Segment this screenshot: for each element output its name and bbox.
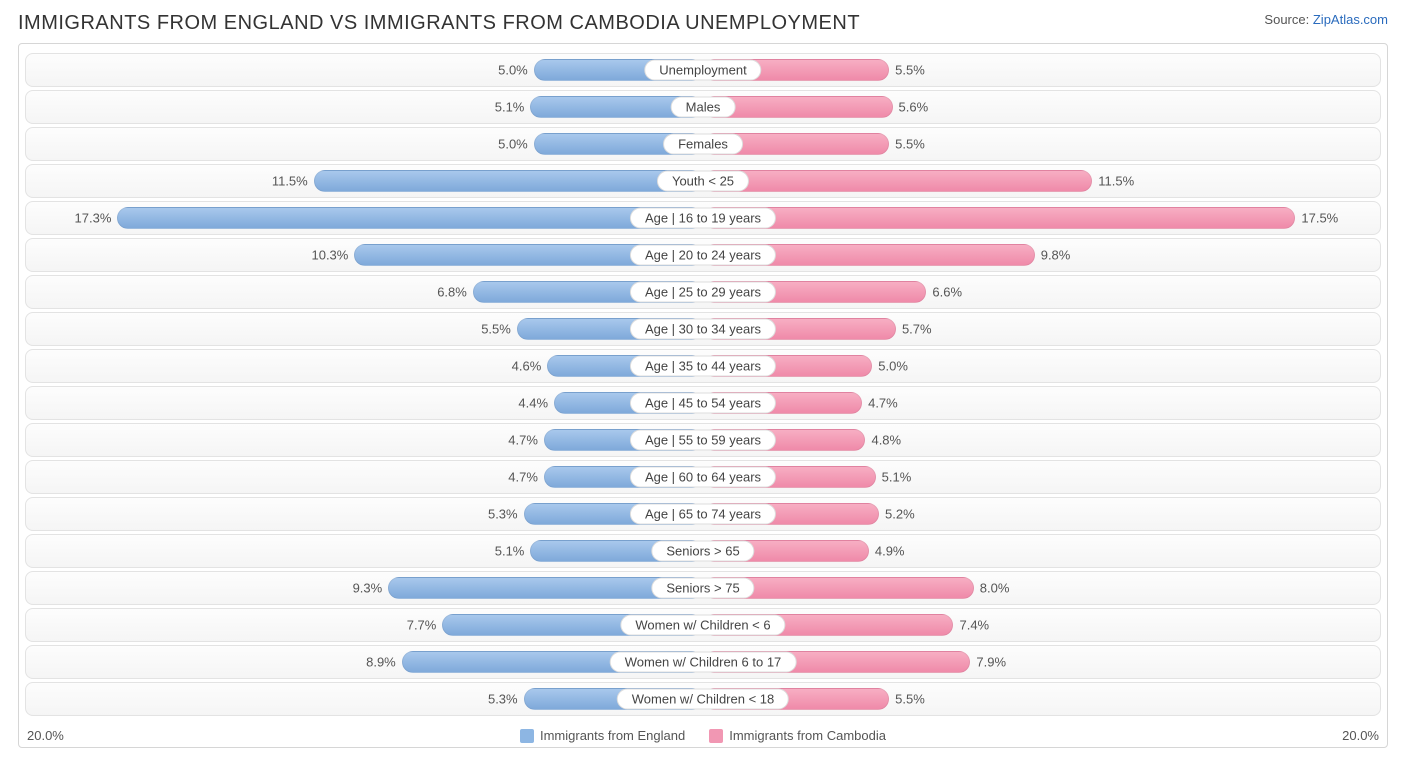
- value-left: 9.3%: [353, 581, 383, 596]
- chart-row: 5.3% 5.2% Age | 65 to 74 years: [25, 497, 1381, 531]
- category-label: Youth < 25: [657, 171, 749, 192]
- value-right: 4.9%: [875, 544, 905, 559]
- chart-row: 4.7% 5.1% Age | 60 to 64 years: [25, 460, 1381, 494]
- source: Source: ZipAtlas.com: [1264, 12, 1388, 27]
- legend-item-left: Immigrants from England: [520, 728, 685, 743]
- value-right: 7.4%: [959, 618, 989, 633]
- value-left: 4.7%: [508, 433, 538, 448]
- chart-row: 5.5% 5.7% Age | 30 to 34 years: [25, 312, 1381, 346]
- category-label: Age | 35 to 44 years: [630, 356, 776, 377]
- category-label: Males: [671, 97, 736, 118]
- value-right: 5.0%: [878, 359, 908, 374]
- category-label: Women w/ Children 6 to 17: [610, 652, 797, 673]
- source-link[interactable]: ZipAtlas.com: [1313, 12, 1388, 27]
- value-right: 5.1%: [882, 470, 912, 485]
- chart-row: 5.1% 4.9% Seniors > 65: [25, 534, 1381, 568]
- chart-row: 7.7% 7.4% Women w/ Children < 6: [25, 608, 1381, 642]
- chart-row: 10.3% 9.8% Age | 20 to 24 years: [25, 238, 1381, 272]
- value-left: 8.9%: [366, 655, 396, 670]
- chart-rows: 5.0% 5.5% Unemployment 5.1% 5.6% Males 5.0% 5.5…: [25, 53, 1381, 716]
- value-right: 6.6%: [932, 285, 962, 300]
- category-label: Age | 55 to 59 years: [630, 430, 776, 451]
- chart-row: 11.5% 11.5% Youth < 25: [25, 164, 1381, 198]
- category-label: Seniors > 75: [651, 578, 754, 599]
- value-left: 6.8%: [437, 285, 467, 300]
- value-left: 17.3%: [75, 211, 112, 226]
- chart-row: 5.1% 5.6% Males: [25, 90, 1381, 124]
- chart-row: 5.0% 5.5% Females: [25, 127, 1381, 161]
- chart-row: 8.9% 7.9% Women w/ Children 6 to 17: [25, 645, 1381, 679]
- value-right: 4.8%: [871, 433, 901, 448]
- category-label: Age | 16 to 19 years: [630, 208, 776, 229]
- value-left: 5.1%: [495, 100, 525, 115]
- chart-row: 9.3% 8.0% Seniors > 75: [25, 571, 1381, 605]
- source-label: Source:: [1264, 12, 1309, 27]
- value-left: 5.3%: [488, 507, 518, 522]
- chart-row: 4.4% 4.7% Age | 45 to 54 years: [25, 386, 1381, 420]
- chart-row: 5.3% 5.5% Women w/ Children < 18: [25, 682, 1381, 716]
- value-left: 5.5%: [481, 322, 511, 337]
- legend-label-right: Immigrants from Cambodia: [729, 728, 886, 743]
- value-right: 4.7%: [868, 396, 898, 411]
- category-label: Women w/ Children < 18: [617, 689, 789, 710]
- value-right: 17.5%: [1301, 211, 1338, 226]
- value-right: 8.0%: [980, 581, 1010, 596]
- legend-label-left: Immigrants from England: [540, 728, 685, 743]
- value-left: 5.1%: [495, 544, 525, 559]
- legend: Immigrants from England Immigrants from …: [19, 728, 1387, 743]
- category-label: Females: [663, 134, 743, 155]
- value-right: 5.6%: [899, 100, 929, 115]
- value-right: 11.5%: [1098, 174, 1134, 189]
- value-left: 4.6%: [512, 359, 542, 374]
- value-right: 5.5%: [895, 137, 925, 152]
- chart-row: 4.6% 5.0% Age | 35 to 44 years: [25, 349, 1381, 383]
- category-label: Age | 30 to 34 years: [630, 319, 776, 340]
- bar-right: [703, 207, 1295, 229]
- value-left: 11.5%: [272, 174, 308, 189]
- value-left: 4.7%: [508, 470, 538, 485]
- category-label: Unemployment: [644, 60, 761, 81]
- value-right: 7.9%: [976, 655, 1006, 670]
- chart-row: 5.0% 5.5% Unemployment: [25, 53, 1381, 87]
- bar-left: [314, 170, 703, 192]
- diverging-bar-chart: 5.0% 5.5% Unemployment 5.1% 5.6% Males 5.0% 5.5…: [18, 43, 1388, 748]
- value-left: 10.3%: [311, 248, 348, 263]
- value-right: 5.2%: [885, 507, 915, 522]
- swatch-right: [709, 729, 723, 743]
- category-label: Age | 60 to 64 years: [630, 467, 776, 488]
- bar-left: [117, 207, 703, 229]
- value-left: 7.7%: [407, 618, 437, 633]
- value-left: 5.3%: [488, 692, 518, 707]
- chart-title: IMMIGRANTS FROM ENGLAND VS IMMIGRANTS FR…: [18, 12, 860, 35]
- legend-item-right: Immigrants from Cambodia: [709, 728, 886, 743]
- value-left: 4.4%: [518, 396, 548, 411]
- category-label: Age | 25 to 29 years: [630, 282, 776, 303]
- bar-right: [703, 170, 1092, 192]
- value-right: 5.7%: [902, 322, 932, 337]
- chart-row: 17.3% 17.5% Age | 16 to 19 years: [25, 201, 1381, 235]
- value-left: 5.0%: [498, 137, 528, 152]
- value-right: 9.8%: [1041, 248, 1071, 263]
- category-label: Age | 65 to 74 years: [630, 504, 776, 525]
- category-label: Seniors > 65: [651, 541, 754, 562]
- chart-row: 6.8% 6.6% Age | 25 to 29 years: [25, 275, 1381, 309]
- value-right: 5.5%: [895, 692, 925, 707]
- category-label: Age | 45 to 54 years: [630, 393, 776, 414]
- swatch-left: [520, 729, 534, 743]
- header: IMMIGRANTS FROM ENGLAND VS IMMIGRANTS FR…: [18, 12, 1388, 35]
- chart-row: 4.7% 4.8% Age | 55 to 59 years: [25, 423, 1381, 457]
- category-label: Age | 20 to 24 years: [630, 245, 776, 266]
- category-label: Women w/ Children < 6: [620, 615, 785, 636]
- value-left: 5.0%: [498, 63, 528, 78]
- value-right: 5.5%: [895, 63, 925, 78]
